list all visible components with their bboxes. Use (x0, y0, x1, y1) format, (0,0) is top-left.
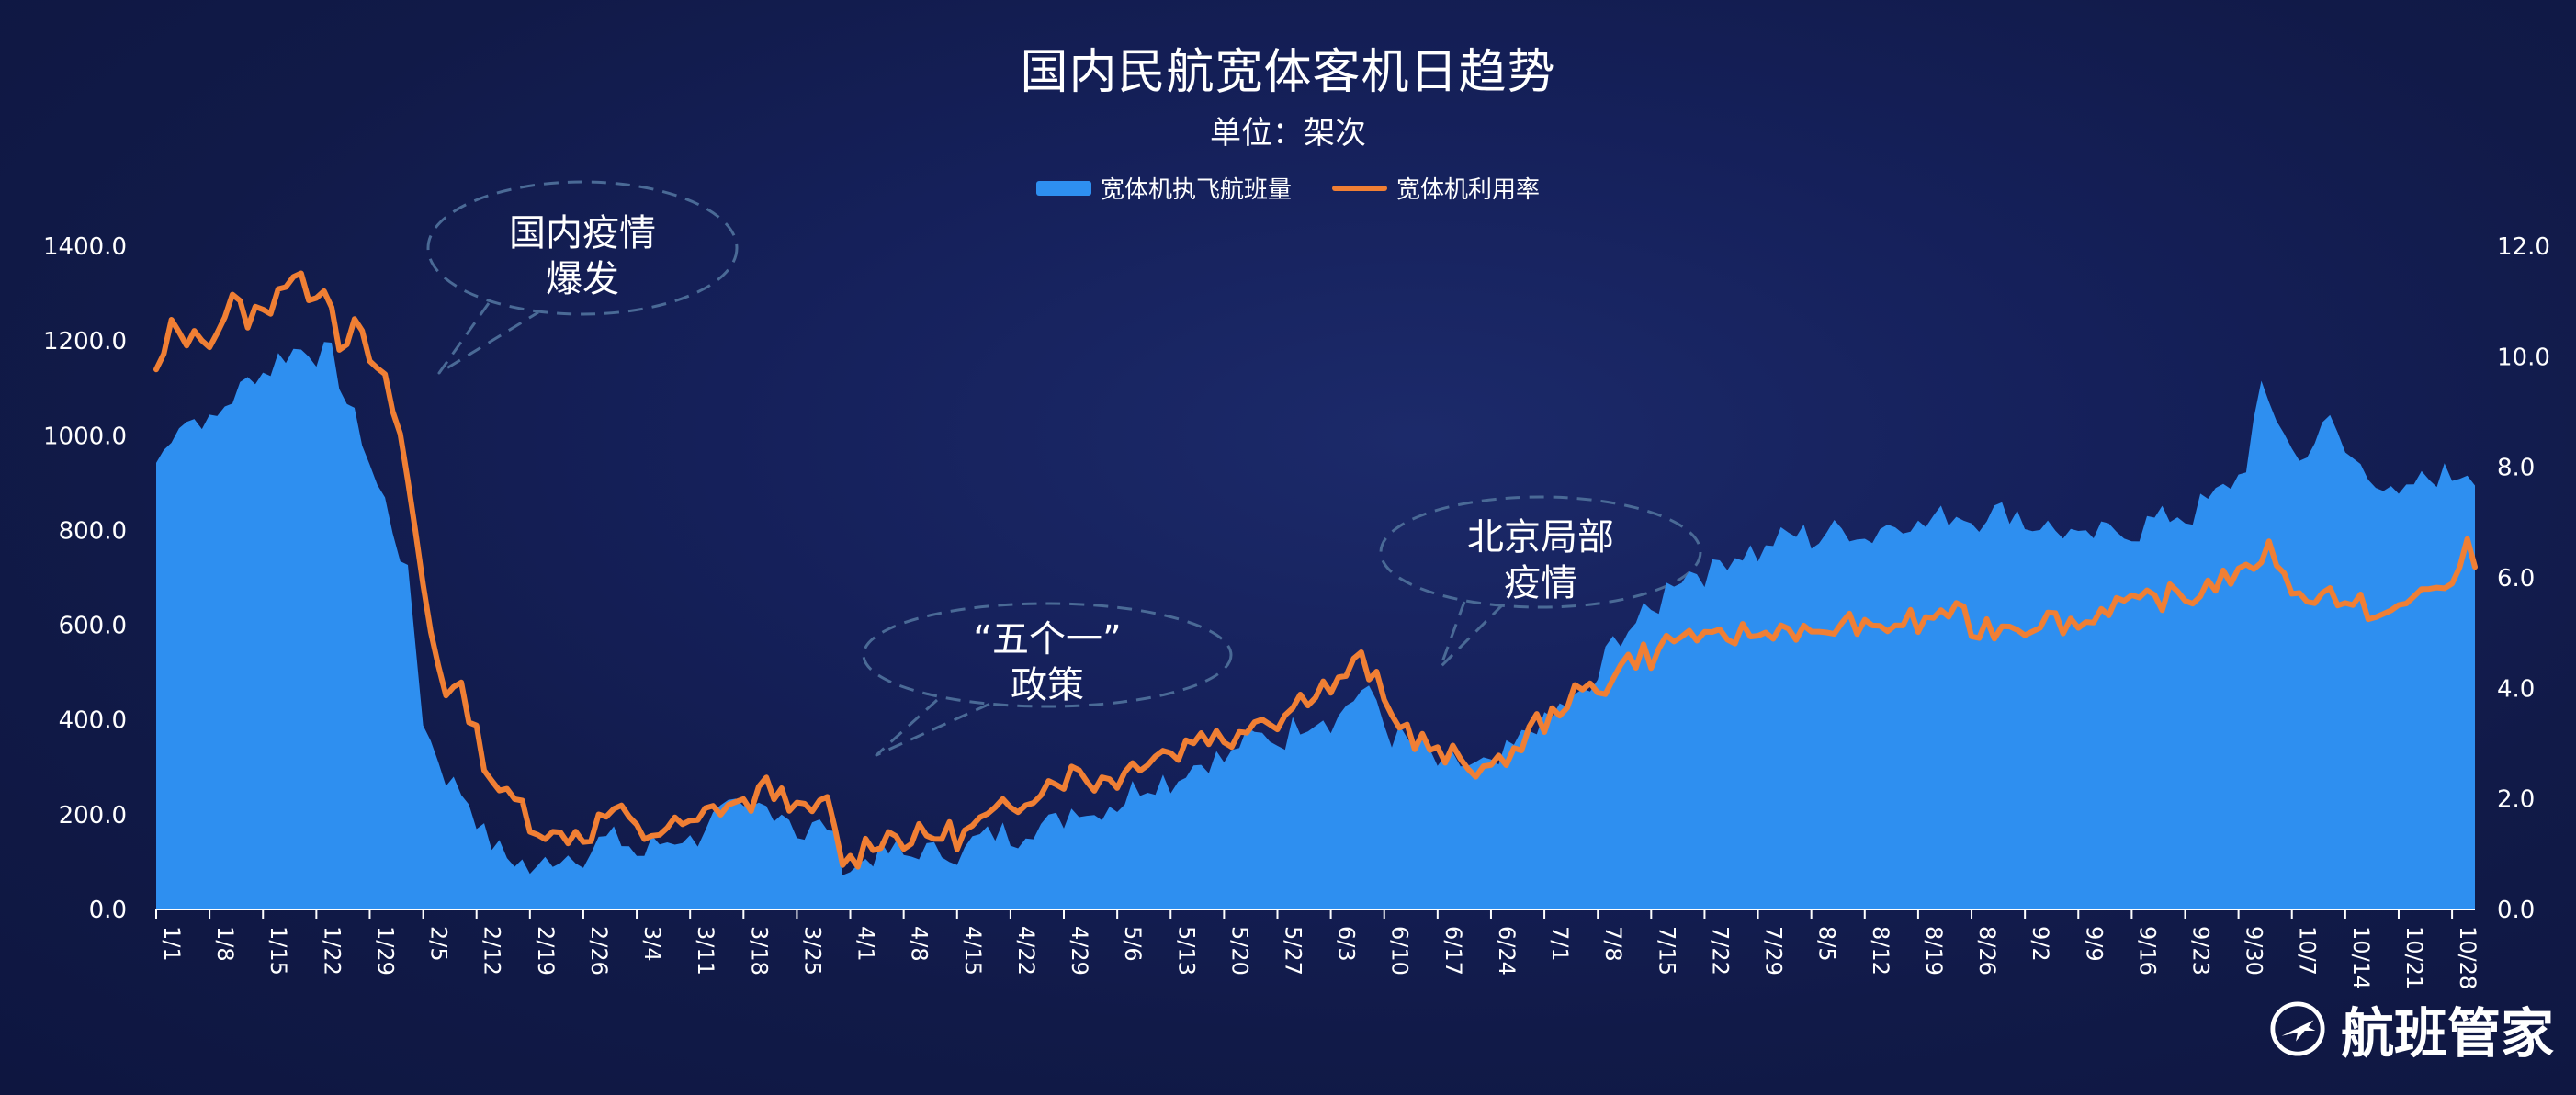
y-right-tick-label: 6.0 (2497, 565, 2535, 593)
x-tick-label: 4/8 (907, 926, 932, 962)
annotation-text: 爆发 (546, 258, 619, 300)
x-tick-label: 7/8 (1600, 926, 1626, 962)
x-tick-label: 7/29 (1761, 926, 1787, 976)
x-tick-label: 3/11 (693, 926, 718, 976)
x-tick-label: 8/26 (1974, 926, 2000, 976)
x-tick-label: 3/4 (639, 926, 665, 962)
chart-subtitle: 单位：架次 (1210, 115, 1366, 152)
legend-swatch-area (1035, 180, 1091, 196)
x-tick-label: 4/29 (1067, 926, 1092, 976)
x-tick-label: 6/3 (1334, 926, 1360, 962)
x-tick-label: 8/12 (1868, 926, 1893, 976)
legend-label-flights: 宽体机执飞航班量 (1100, 176, 1292, 204)
x-tick-label: 7/15 (1654, 926, 1679, 976)
x-tick-label: 9/2 (2028, 926, 2053, 962)
legend-swatch-line (1332, 185, 1387, 191)
annotation-bubble-tail (875, 698, 993, 757)
x-tick-label: 3/18 (746, 926, 772, 976)
x-tick-label: 6/24 (1494, 926, 1520, 976)
x-tick-label: 9/30 (2242, 926, 2267, 976)
legend-item-utilization[interactable]: 宽体机利用率 (1332, 171, 1540, 205)
y-left-tick-label: 200.0 (59, 802, 127, 830)
brand-logo: 航班管家 (2269, 990, 2554, 1067)
x-tick-label: 10/28 (2455, 926, 2480, 989)
x-tick-label: 3/25 (799, 926, 825, 976)
y-right-tick-label: 4.0 (2497, 675, 2535, 703)
x-tick-label: 1/15 (266, 926, 291, 976)
x-tick-label: 4/1 (853, 926, 879, 962)
x-tick-label: 9/9 (2081, 926, 2107, 962)
line-series-layer (153, 270, 2478, 870)
area-series-fill (156, 342, 2475, 909)
annotation-bubble-tail (437, 302, 539, 375)
annotation-text: 北京局部 (1467, 516, 1614, 559)
y-right-tick-label: 8.0 (2497, 455, 2535, 482)
y-left-tick-label: 600.0 (59, 613, 127, 640)
title-block: 国内民航宽体客机日趋势 单位：架次 (0, 33, 2576, 152)
x-tick-label: 8/19 (1921, 926, 1947, 976)
y-right-tick-label: 0.0 (2497, 897, 2535, 924)
x-tick-label: 8/5 (1814, 926, 1840, 962)
annotation-bubble (1379, 495, 1702, 609)
x-tick-label: 2/5 (426, 926, 452, 962)
logo-text: 航班管家 (2340, 1002, 2554, 1065)
annotation-text: 国内疫情 (509, 212, 656, 254)
x-tick-label: 2/26 (586, 926, 612, 976)
x-tick-label: 7/22 (1707, 926, 1733, 976)
x-tick-label: 1/8 (212, 926, 238, 962)
x-tick-label: 2/19 (533, 926, 559, 976)
x-tick-label: 9/16 (2134, 926, 2160, 976)
legend-item-flights[interactable]: 宽体机执飞航班量 (1035, 171, 1292, 205)
x-tick-label: 7/1 (1547, 926, 1573, 962)
airplane-circle-icon (2270, 1001, 2325, 1056)
x-tick-label: 4/15 (960, 926, 986, 976)
y-left-tick-label: 800.0 (59, 517, 127, 545)
y-right-tick-label: 10.0 (2497, 344, 2550, 371)
x-tick-label: 4/22 (1013, 926, 1039, 976)
legend: 宽体机执飞航班量 宽体机利用率 (0, 171, 2576, 205)
y-right-tick-label: 2.0 (2497, 786, 2535, 814)
y-right-tick-label: 12.0 (2497, 233, 2550, 261)
annotation-bubble (426, 180, 739, 316)
x-tick-label: 1/1 (159, 926, 185, 962)
x-tick-label: 6/17 (1441, 926, 1466, 976)
annotation-text: 疫情 (1504, 562, 1577, 604)
x-tick-label: 5/13 (1173, 926, 1199, 976)
annotation-bubble-tail (1439, 601, 1505, 669)
x-tick-label: 5/27 (1280, 926, 1305, 976)
x-tick-label: 2/12 (480, 926, 505, 976)
x-tick-label: 10/7 (2295, 926, 2321, 976)
x-tick-label: 1/22 (319, 926, 345, 976)
x-tick-label: 1/29 (372, 926, 398, 976)
annotation-text: 政策 (1011, 664, 1084, 706)
x-tick-label: 10/21 (2401, 926, 2427, 989)
legend-label-utilization: 宽体机利用率 (1396, 176, 1541, 204)
x-tick-label: 6/10 (1387, 926, 1413, 976)
y-left-tick-label: 1200.0 (43, 328, 127, 356)
y-left-tick-label: 0.0 (89, 897, 127, 924)
axes-layer: 0.0 200.0 400.0 600.0 800.0 1000.0 1200.0 1400.… (43, 233, 2550, 989)
annotation-bubble (862, 602, 1233, 708)
utilization-line (153, 270, 2478, 870)
area-series-layer (156, 342, 2475, 909)
y-left-tick-label: 1000.0 (43, 423, 127, 450)
x-tick-label: 5/20 (1226, 926, 1252, 976)
chart-title: 国内民航宽体客机日趋势 (1020, 45, 1556, 100)
x-tick-label: 5/6 (1120, 926, 1146, 962)
x-tick-label: 9/23 (2188, 926, 2214, 976)
annotation-text: “五个一” (973, 618, 1121, 660)
x-tick-label: 10/14 (2348, 926, 2374, 989)
y-left-tick-label: 400.0 (59, 707, 127, 735)
y-left-tick-label: 1400.0 (43, 233, 127, 261)
